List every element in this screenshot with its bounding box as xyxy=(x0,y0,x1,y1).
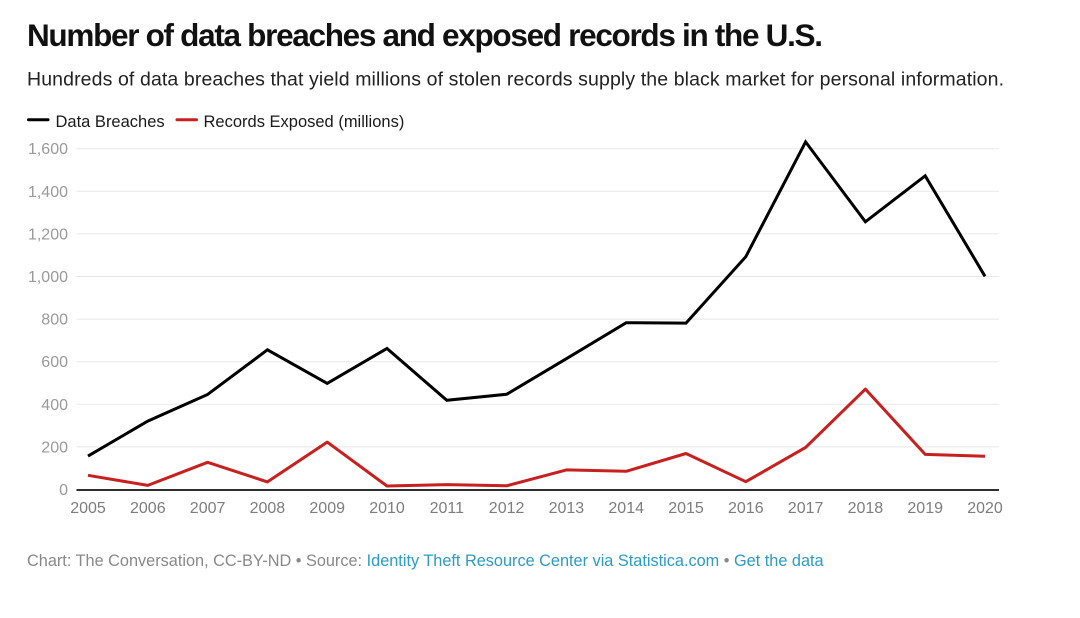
svg-text:1,200: 1,200 xyxy=(28,226,68,243)
svg-text:2013: 2013 xyxy=(549,500,585,517)
svg-text:2020: 2020 xyxy=(967,500,1003,517)
svg-text:800: 800 xyxy=(41,312,68,329)
svg-text:2012: 2012 xyxy=(489,500,525,517)
svg-text:1,600: 1,600 xyxy=(28,141,68,158)
svg-text:2017: 2017 xyxy=(788,500,824,517)
svg-text:2011: 2011 xyxy=(430,500,465,517)
svg-text:2018: 2018 xyxy=(848,500,884,517)
svg-text:1,000: 1,000 xyxy=(28,269,68,286)
svg-text:Data Breaches: Data Breaches xyxy=(56,113,165,131)
svg-text:2006: 2006 xyxy=(130,500,166,517)
svg-text:0: 0 xyxy=(59,482,68,499)
svg-text:1,400: 1,400 xyxy=(28,184,68,201)
svg-text:Hundreds of data breaches that: Hundreds of data breaches that yield mil… xyxy=(27,69,1004,91)
svg-text:400: 400 xyxy=(41,397,68,414)
svg-text:2019: 2019 xyxy=(907,500,943,517)
svg-text:2005: 2005 xyxy=(70,500,106,517)
svg-text:Chart: The Conversation, CC-BY: Chart: The Conversation, CC-BY-ND • Sour… xyxy=(27,552,825,570)
svg-text:Records Exposed (millions): Records Exposed (millions) xyxy=(204,113,405,131)
svg-text:2015: 2015 xyxy=(668,500,704,517)
svg-text:2009: 2009 xyxy=(309,500,345,517)
svg-text:2007: 2007 xyxy=(190,500,226,517)
svg-text:2014: 2014 xyxy=(608,500,644,517)
svg-text:600: 600 xyxy=(41,354,68,371)
svg-text:2010: 2010 xyxy=(369,500,405,517)
svg-text:Number of data breaches and ex: Number of data breaches and exposed reco… xyxy=(27,17,823,53)
svg-text:2016: 2016 xyxy=(728,500,764,517)
svg-text:200: 200 xyxy=(41,439,68,456)
svg-text:2008: 2008 xyxy=(250,500,286,517)
